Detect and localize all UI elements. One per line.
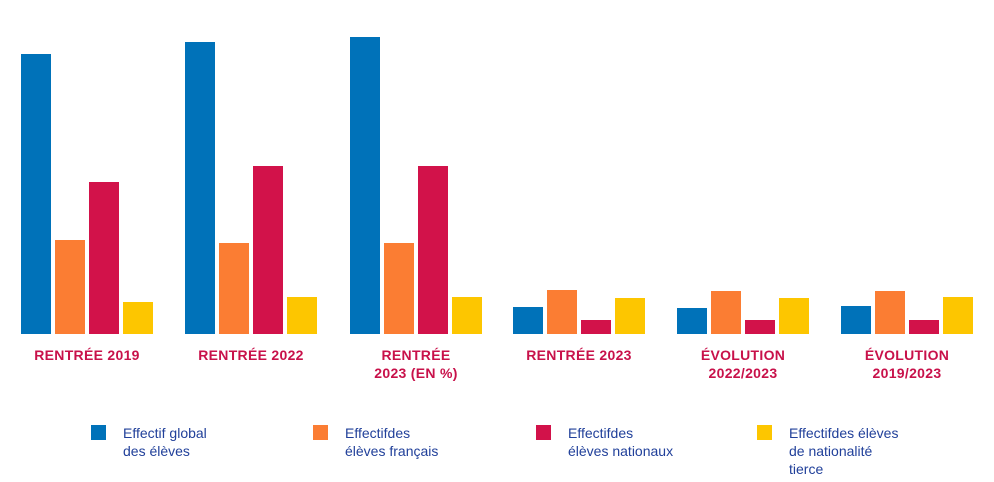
bar-effectif-global-des-eleves [21, 54, 51, 334]
legend-swatch [757, 425, 772, 440]
category-label: ÉVOLUTION 2019/2023 [864, 347, 950, 381]
bar-effectifdes-eleves-francais [875, 291, 905, 334]
legend-swatch [91, 425, 106, 440]
bar-effectifdes-eleves-nationaux [745, 320, 775, 334]
category-label: ÉVOLUTION 2022/2023 [700, 347, 786, 381]
legend-swatch [313, 425, 328, 440]
category-label: RENTRÉE 2019 [34, 347, 140, 363]
bar-effectif-global-des-eleves [841, 306, 871, 334]
bar-effectifdes-eleves-de-nationalite-tierce [615, 298, 645, 334]
bar-group-rentree-2022 [185, 0, 317, 334]
bar-effectifdes-eleves-nationaux [89, 182, 119, 334]
legend-item-label: Effectifdes élèves français [345, 425, 439, 459]
bar-group-rentree-2023 [513, 0, 645, 334]
legend-item-effectif-global-des-eleves: Effectif global des élèves [91, 424, 207, 460]
bar-effectifdes-eleves-francais [711, 291, 741, 334]
category-labels: RENTRÉE 2019 RENTRÉE 2022 RENTRÉE 2023 (EN… [0, 346, 994, 386]
plot-area [21, 0, 973, 334]
bar-group-rentree-2019 [21, 0, 153, 334]
bar-effectifdes-eleves-nationaux [253, 166, 283, 334]
legend-item-effectifdes-eleves-nationaux: Effectifdes élèves nationaux [536, 424, 673, 460]
bar-effectifdes-eleves-de-nationalite-tierce [779, 298, 809, 334]
bar-group-evolution-2022-2023 [677, 0, 809, 334]
bar-effectifdes-eleves-nationaux [909, 320, 939, 334]
legend-swatch [536, 425, 551, 440]
category-label: RENTRÉE 2023 [526, 347, 632, 363]
bar-effectifdes-eleves-francais [384, 243, 414, 334]
legend: Effectif global des élèves Effectifdes él… [0, 424, 994, 482]
bar-effectifdes-eleves-nationaux [418, 166, 448, 334]
bar-group-rentree-2023-en [350, 0, 482, 334]
bar-effectifdes-eleves-de-nationalite-tierce [123, 302, 153, 334]
legend-item-effectifdes-eleves-francais: Effectifdes élèves français [313, 424, 438, 460]
bar-effectifdes-eleves-de-nationalite-tierce [943, 297, 973, 334]
category-label: RENTRÉE 2023 (EN %) [374, 347, 458, 381]
legend-item-label: Effectifdes élèves de nationalité tierce [789, 425, 899, 477]
legend-item-effectifdes-eleves-de-nationalite-tierce: Effectifdes élèves de nationalité tierce [757, 424, 898, 478]
bar-group-evolution-2019-2023 [841, 0, 973, 334]
bar-effectifdes-eleves-de-nationalite-tierce [452, 297, 482, 334]
bar-effectifdes-eleves-francais [219, 243, 249, 334]
legend-item-label: Effectifdes élèves nationaux [568, 425, 674, 459]
category-label: RENTRÉE 2022 [198, 347, 304, 363]
bar-effectifdes-eleves-de-nationalite-tierce [287, 297, 317, 334]
bar-effectifdes-eleves-francais [547, 290, 577, 334]
legend-item-label: Effectif global des élèves [123, 425, 207, 459]
bar-effectifdes-eleves-nationaux [581, 320, 611, 334]
bar-effectif-global-des-eleves [677, 308, 707, 334]
bar-effectif-global-des-eleves [350, 37, 380, 334]
bar-effectifdes-eleves-francais [55, 240, 85, 334]
bar-effectif-global-des-eleves [513, 307, 543, 334]
bar-effectif-global-des-eleves [185, 42, 215, 334]
